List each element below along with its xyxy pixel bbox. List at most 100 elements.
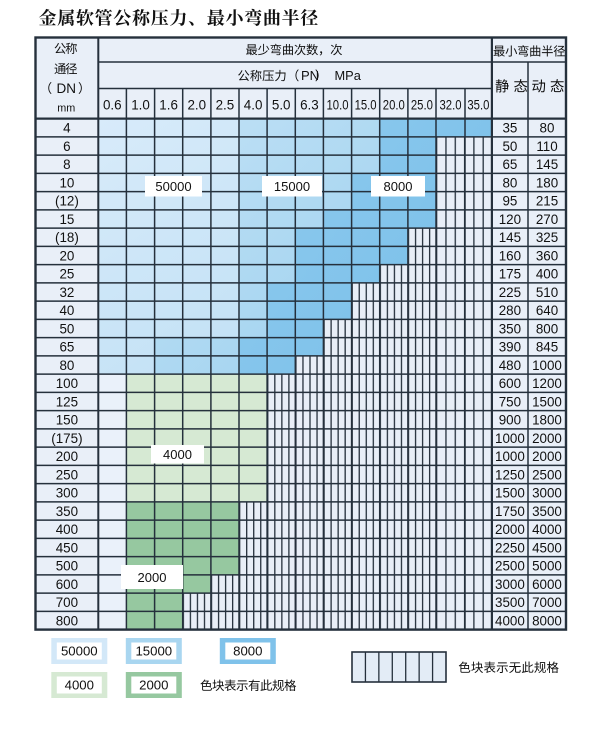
svg-text:35.0: 35.0 bbox=[467, 97, 489, 112]
svg-text:50000: 50000 bbox=[61, 644, 98, 659]
svg-text:2250: 2250 bbox=[495, 540, 525, 555]
svg-text:4: 4 bbox=[63, 121, 71, 136]
svg-text:2.0: 2.0 bbox=[187, 97, 206, 112]
svg-text:640: 640 bbox=[536, 303, 558, 318]
svg-text:400: 400 bbox=[536, 267, 558, 282]
svg-text:50000: 50000 bbox=[155, 179, 191, 194]
svg-text:65: 65 bbox=[502, 157, 517, 172]
svg-text:10: 10 bbox=[59, 175, 74, 190]
svg-text:350: 350 bbox=[56, 504, 78, 519]
svg-text:8000: 8000 bbox=[532, 613, 562, 628]
svg-text:1.6: 1.6 bbox=[159, 97, 178, 112]
svg-text:270: 270 bbox=[536, 212, 558, 227]
svg-text:2000: 2000 bbox=[532, 431, 562, 446]
svg-text:PN: PN bbox=[301, 68, 319, 83]
svg-text:65: 65 bbox=[59, 340, 74, 355]
svg-text:1000: 1000 bbox=[532, 358, 562, 373]
svg-text:35: 35 bbox=[502, 121, 517, 136]
svg-text:4500: 4500 bbox=[532, 540, 562, 555]
svg-text:1200: 1200 bbox=[532, 376, 562, 391]
svg-text:6000: 6000 bbox=[532, 577, 562, 592]
svg-text:2.5: 2.5 bbox=[216, 97, 235, 112]
svg-text:2500: 2500 bbox=[532, 467, 562, 482]
svg-text:95: 95 bbox=[502, 194, 517, 209]
svg-text:845: 845 bbox=[536, 340, 558, 355]
svg-text:32: 32 bbox=[59, 285, 74, 300]
svg-text:10.0: 10.0 bbox=[327, 97, 349, 112]
svg-text:(175): (175) bbox=[51, 431, 82, 446]
svg-text:15000: 15000 bbox=[274, 179, 310, 194]
svg-text:0.6: 0.6 bbox=[103, 97, 122, 112]
svg-text:500: 500 bbox=[56, 559, 78, 574]
svg-text:2000: 2000 bbox=[139, 678, 168, 693]
svg-text:3000: 3000 bbox=[532, 486, 562, 501]
svg-text:510: 510 bbox=[536, 285, 558, 300]
svg-text:3500: 3500 bbox=[532, 504, 562, 519]
svg-text:50: 50 bbox=[502, 139, 517, 154]
svg-text:2500: 2500 bbox=[495, 559, 525, 574]
svg-text:225: 225 bbox=[499, 285, 521, 300]
svg-text:1.0: 1.0 bbox=[131, 97, 150, 112]
svg-text:80: 80 bbox=[540, 121, 555, 136]
svg-text:40: 40 bbox=[59, 303, 74, 318]
svg-text:6.3: 6.3 bbox=[300, 97, 319, 112]
svg-text:20.0: 20.0 bbox=[383, 97, 405, 112]
svg-text:325: 325 bbox=[536, 230, 558, 245]
svg-text:390: 390 bbox=[499, 340, 521, 355]
svg-text:4000: 4000 bbox=[532, 522, 562, 537]
svg-text:200: 200 bbox=[56, 449, 78, 464]
svg-text:110: 110 bbox=[536, 139, 557, 154]
svg-text:MPa: MPa bbox=[335, 68, 362, 83]
svg-text:15.0: 15.0 bbox=[355, 97, 377, 112]
svg-text:1500: 1500 bbox=[532, 394, 562, 409]
svg-text:800: 800 bbox=[56, 613, 78, 628]
svg-text:DN: DN bbox=[57, 81, 77, 96]
svg-text:160: 160 bbox=[499, 248, 521, 263]
svg-text:8000: 8000 bbox=[384, 179, 413, 194]
svg-text:80: 80 bbox=[502, 175, 517, 190]
svg-text:750: 750 bbox=[499, 394, 521, 409]
svg-text:50: 50 bbox=[59, 321, 74, 336]
svg-text:1000: 1000 bbox=[495, 449, 525, 464]
svg-text:600: 600 bbox=[56, 577, 78, 592]
svg-text:25.0: 25.0 bbox=[411, 97, 433, 112]
svg-text:7000: 7000 bbox=[532, 595, 562, 610]
svg-text:4000: 4000 bbox=[163, 447, 192, 462]
svg-text:280: 280 bbox=[499, 303, 521, 318]
svg-text:(12): (12) bbox=[55, 194, 79, 209]
svg-text:300: 300 bbox=[56, 486, 78, 501]
svg-text:4000: 4000 bbox=[65, 678, 94, 693]
svg-text:175: 175 bbox=[499, 267, 521, 282]
svg-text:400: 400 bbox=[56, 522, 78, 537]
svg-text:2000: 2000 bbox=[138, 570, 167, 585]
svg-text:250: 250 bbox=[56, 467, 78, 482]
svg-text:25: 25 bbox=[59, 267, 74, 282]
svg-text:4000: 4000 bbox=[495, 613, 525, 628]
svg-text:1800: 1800 bbox=[532, 413, 562, 428]
svg-text:8000: 8000 bbox=[233, 644, 262, 659]
svg-text:350: 350 bbox=[499, 321, 521, 336]
svg-text:120: 120 bbox=[499, 212, 521, 227]
svg-text:180: 180 bbox=[536, 175, 558, 190]
svg-text:2000: 2000 bbox=[532, 449, 562, 464]
svg-text:125: 125 bbox=[56, 394, 78, 409]
svg-text:1000: 1000 bbox=[495, 431, 525, 446]
svg-text:800: 800 bbox=[536, 321, 558, 336]
svg-text:5.0: 5.0 bbox=[272, 97, 291, 112]
svg-text:1500: 1500 bbox=[495, 486, 525, 501]
svg-text:5000: 5000 bbox=[532, 559, 562, 574]
svg-text:145: 145 bbox=[499, 230, 521, 245]
svg-text:8: 8 bbox=[63, 157, 70, 172]
svg-text:2000: 2000 bbox=[495, 522, 525, 537]
svg-text:215: 215 bbox=[536, 194, 558, 209]
svg-text:6: 6 bbox=[63, 139, 70, 154]
svg-text:450: 450 bbox=[56, 540, 78, 555]
svg-text:3000: 3000 bbox=[495, 577, 525, 592]
svg-text:700: 700 bbox=[56, 595, 78, 610]
svg-text:32.0: 32.0 bbox=[440, 97, 462, 112]
svg-text:100: 100 bbox=[56, 376, 78, 391]
svg-text:4.0: 4.0 bbox=[244, 97, 263, 112]
svg-text:145: 145 bbox=[536, 157, 558, 172]
svg-text:150: 150 bbox=[56, 413, 78, 428]
svg-text:15: 15 bbox=[59, 212, 74, 227]
